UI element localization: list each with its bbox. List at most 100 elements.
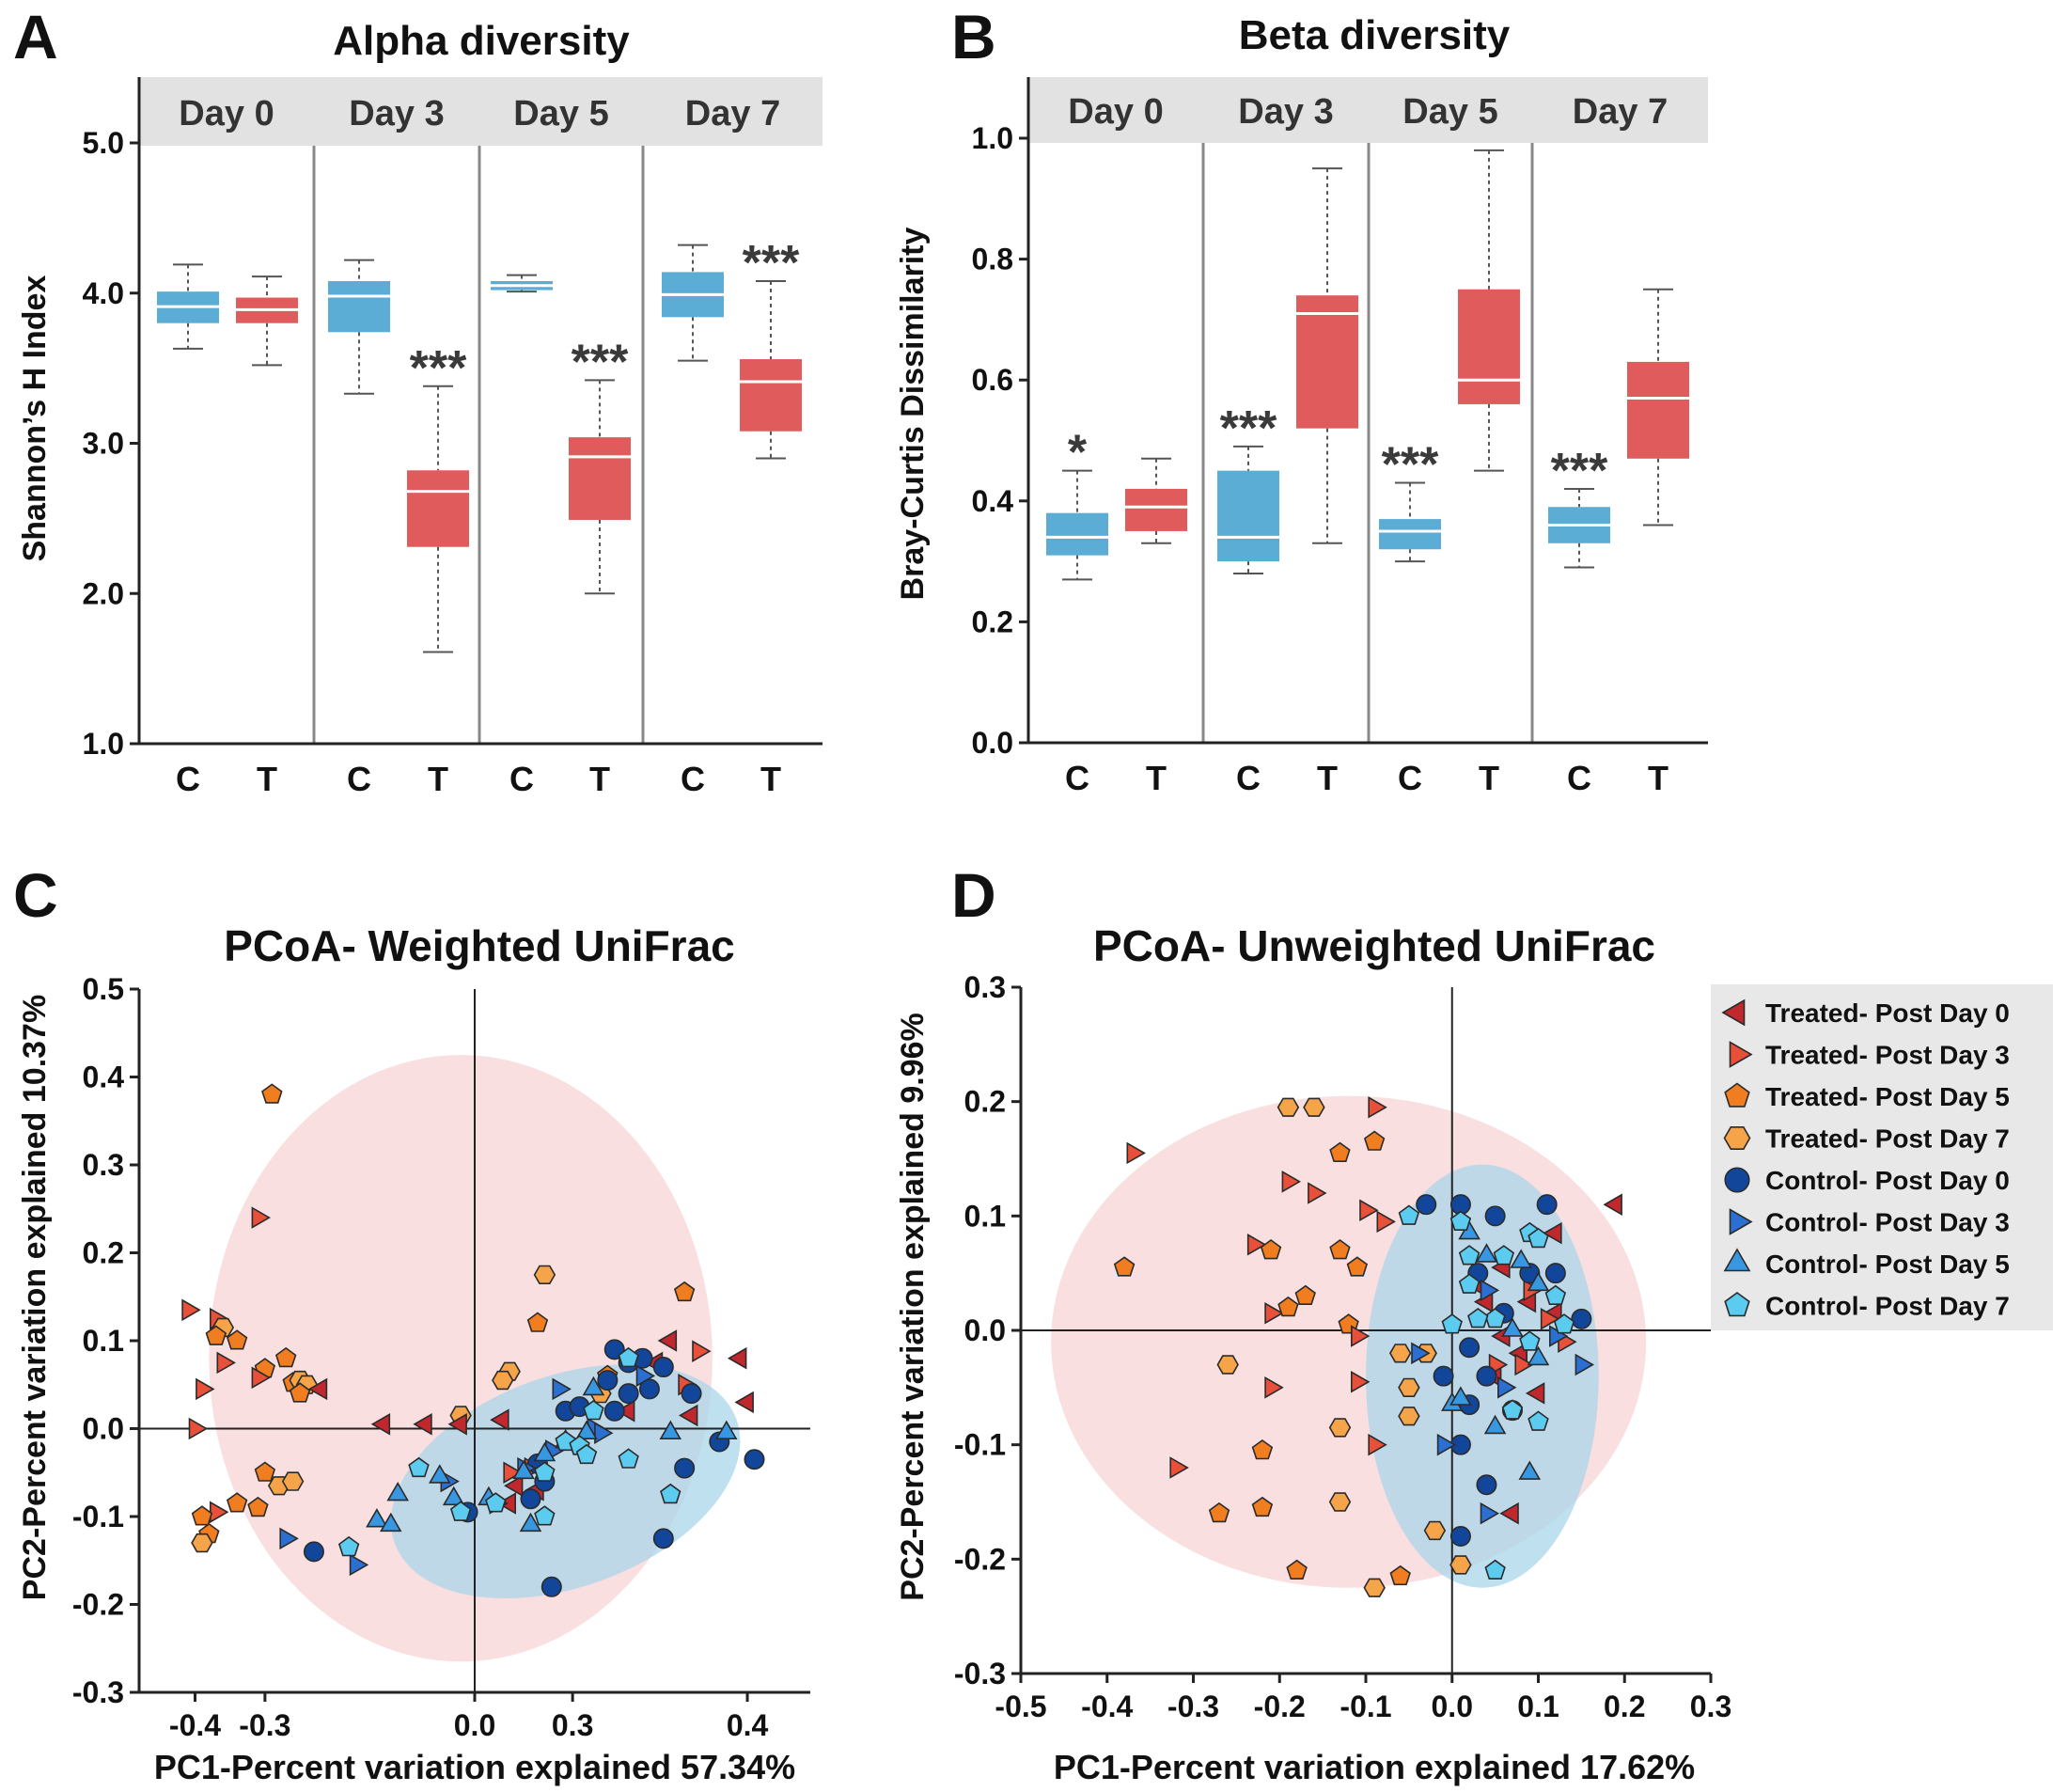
d-point-td0 [1499, 1501, 1519, 1525]
d-point-td3 [1540, 1308, 1560, 1330]
d-point-ct7 [1458, 1273, 1480, 1294]
c-point-ct5 [582, 1375, 605, 1396]
d-y-tick-label: -0.1 [954, 1428, 1006, 1462]
c-point-ct0 [540, 1576, 562, 1597]
b-y-tick-label: 1.0 [972, 121, 1013, 155]
d-point-td5 [1286, 1559, 1308, 1580]
d-x-tick-label: -0.5 [995, 1690, 1046, 1723]
b-box [1217, 470, 1279, 562]
d-point-ct5 [1527, 1345, 1550, 1366]
c-point-td5 [226, 1492, 248, 1513]
a-box [569, 437, 631, 520]
c-point-td7 [492, 1370, 514, 1391]
d-point-td7 [1398, 1377, 1420, 1397]
d-point-ct0 [1519, 1263, 1541, 1284]
d-point-ct7 [1441, 1313, 1463, 1334]
c-point-ct0 [597, 1370, 619, 1391]
d-x-tick-label: -0.2 [1254, 1690, 1306, 1723]
a-facet-label: Day 7 [685, 94, 780, 134]
c-point-td0 [504, 1474, 524, 1498]
d-point-ct7 [1528, 1410, 1549, 1431]
d-point-td7 [1303, 1097, 1325, 1117]
c-ellipse-control [390, 1364, 741, 1599]
c-point-ct7 [575, 1443, 598, 1465]
c-point-ct0 [744, 1449, 765, 1470]
c-point-ct5 [533, 1441, 556, 1462]
panel-c-xlabel: PC1-Percent variation explained 57.34% [154, 1748, 795, 1786]
d-point-ct0 [1459, 1337, 1480, 1359]
d-x-tick-label: -0.4 [1081, 1690, 1133, 1723]
d-point-ct0 [1433, 1365, 1454, 1387]
d-point-td7 [1216, 1355, 1239, 1375]
panel-letter-c: C [13, 860, 58, 930]
d-point-ct0 [1476, 1474, 1497, 1496]
c-point-td3 [503, 1461, 523, 1484]
c-point-ct5 [659, 1420, 682, 1439]
c-point-td0 [447, 1413, 467, 1436]
c-point-td5 [254, 1461, 276, 1482]
a-group-label: C [176, 760, 200, 798]
c-point-td5 [526, 1312, 549, 1332]
d-point-td3 [1169, 1456, 1189, 1479]
b-box [1046, 512, 1108, 556]
c-y-tick-label: 0.0 [83, 1412, 124, 1446]
c-point-td0 [728, 1346, 747, 1370]
b-box [1379, 519, 1441, 550]
c-point-td3 [188, 1417, 209, 1440]
c-y-tick-label: -0.2 [72, 1588, 124, 1622]
c-point-ct0 [681, 1383, 702, 1405]
b-group-label: T [1479, 759, 1499, 797]
d-point-td5 [1251, 1439, 1274, 1460]
panel-letter-a: A [13, 2, 58, 71]
c-y-tick-label: 0.2 [83, 1236, 124, 1270]
c-point-td3 [251, 1206, 271, 1229]
b-group-label: T [1317, 759, 1338, 797]
d-point-td7 [1363, 1578, 1386, 1597]
d-point-td7 [1423, 1520, 1447, 1541]
a-group-label: T [257, 760, 277, 798]
legend-label: Treated- Post Day 7 [1765, 1124, 2010, 1154]
c-point-td5 [274, 1346, 297, 1368]
a-y-tick-label: 2.0 [83, 576, 124, 610]
d-point-td3 [1376, 1210, 1396, 1234]
b-group-label: C [1065, 759, 1089, 797]
panel-a-alpha-diversity: Alpha diversity Shannon’s H Index Day 0 D… [17, 18, 822, 798]
a-group-label: T [589, 760, 610, 798]
c-point-ct0 [603, 1400, 625, 1422]
d-point-td5 [1260, 1239, 1282, 1260]
legend-label: Control- Post Day 0 [1765, 1166, 2010, 1195]
c-y-tick-label: 0.4 [83, 1061, 125, 1094]
a-box [407, 470, 469, 547]
d-point-ct5 [1510, 1249, 1532, 1268]
d-point-td7 [1398, 1407, 1420, 1426]
c-point-ct5 [512, 1459, 535, 1480]
d-point-td5 [1294, 1284, 1316, 1305]
d-point-ct5 [1518, 1460, 1542, 1480]
b-facet-label: Day 5 [1402, 92, 1497, 132]
c-y-tick-label: -0.1 [72, 1500, 124, 1533]
d-point-td3 [1264, 1376, 1284, 1399]
d-point-td7 [1277, 1097, 1300, 1117]
d-point-ct5 [1449, 1386, 1472, 1406]
c-point-ct7 [408, 1456, 430, 1478]
d-point-ct7 [1544, 1284, 1567, 1305]
a-facet-label: Day 5 [513, 94, 608, 134]
d-point-ct3 [1497, 1376, 1517, 1399]
legend-marker-ct0 [1724, 1167, 1750, 1193]
c-point-td0 [657, 1329, 678, 1352]
c-point-td3 [210, 1501, 229, 1524]
d-point-ct3 [1480, 1279, 1500, 1302]
d-point-ct7 [1458, 1245, 1480, 1265]
legend-marker-ct3 [1729, 1208, 1753, 1235]
b-y-tick-label: 0.2 [972, 605, 1013, 638]
c-point-td5 [261, 1083, 283, 1104]
d-point-td0 [1603, 1193, 1622, 1216]
d-point-td3 [1351, 1371, 1371, 1393]
d-point-ct0 [1476, 1365, 1497, 1387]
b-group-label: C [1398, 759, 1422, 797]
d-point-td0 [1543, 1221, 1562, 1245]
d-point-td7 [1328, 1492, 1352, 1512]
d-point-td7 [1449, 1555, 1472, 1575]
b-box [1627, 361, 1689, 459]
